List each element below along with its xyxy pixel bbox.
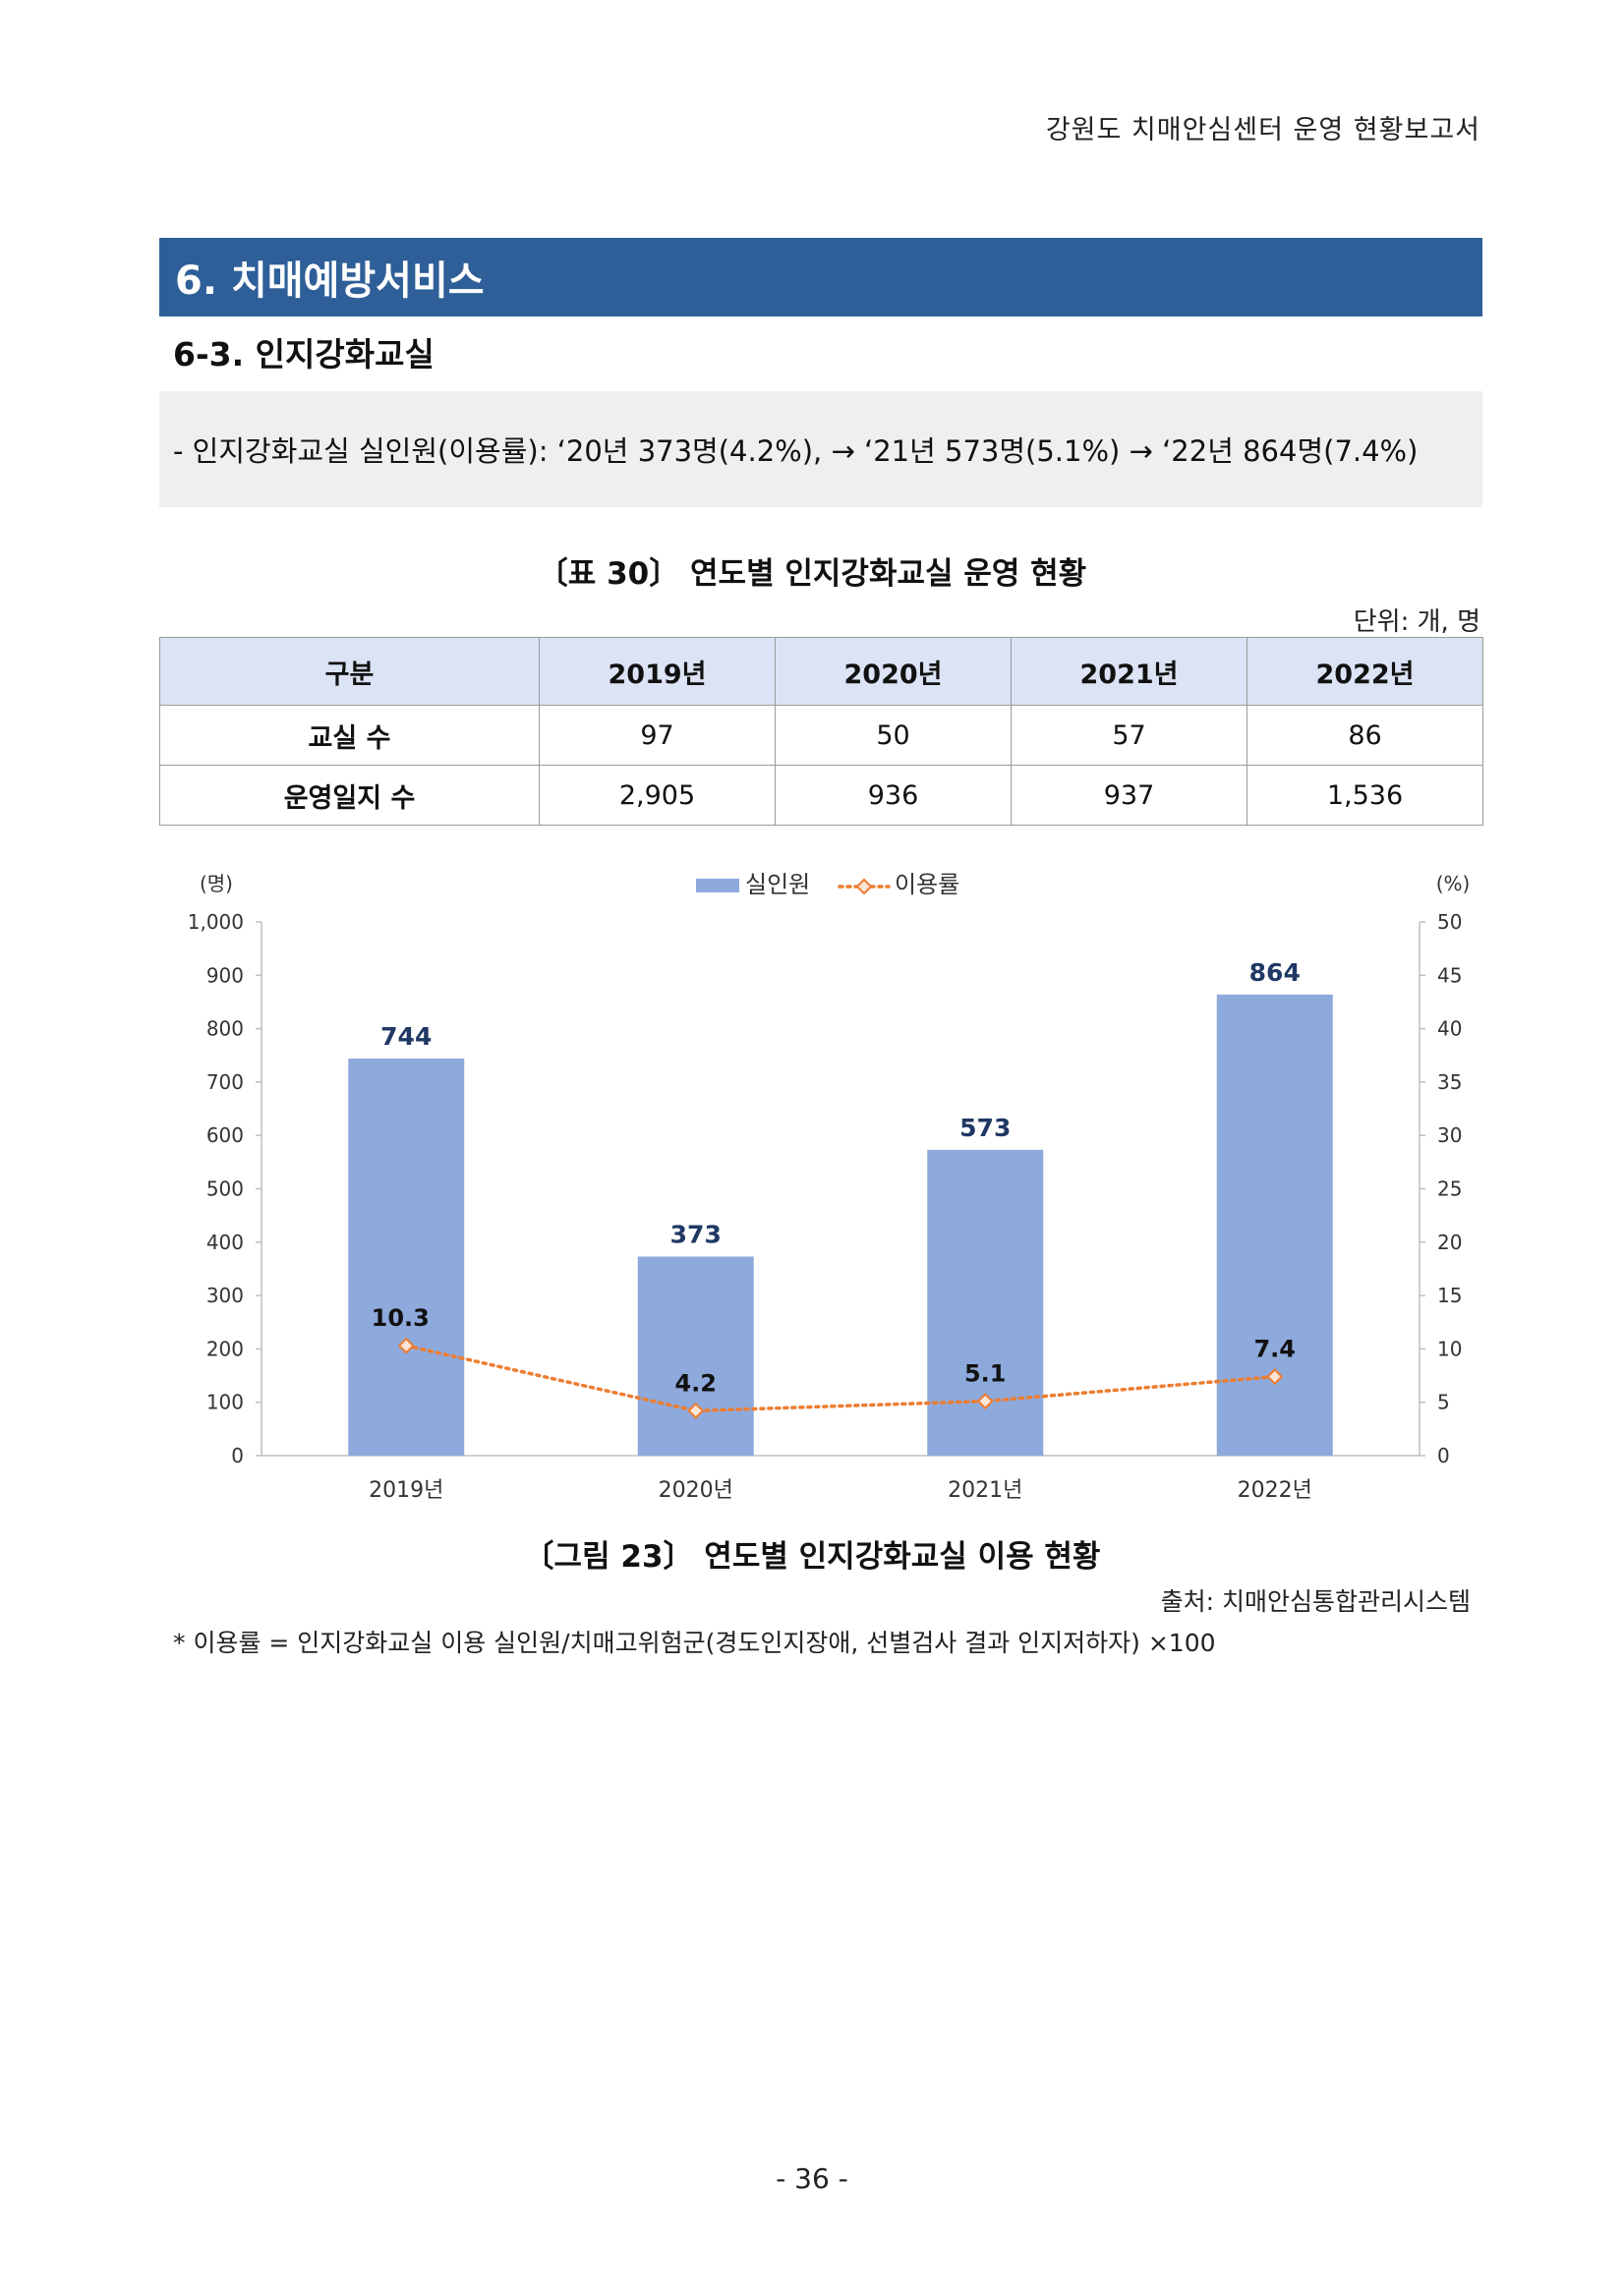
left-tick-label: 1,000 <box>188 910 244 934</box>
bar-value-label: 864 <box>1249 958 1301 987</box>
bar-value-label: 573 <box>959 1114 1011 1142</box>
bar-1 <box>348 1059 465 1456</box>
rate-point <box>397 1337 415 1354</box>
right-axis-unit-label: (%) <box>1436 872 1471 895</box>
rate-value-label: 7.4 <box>1253 1336 1296 1363</box>
right-tick-label: 0 <box>1437 1444 1450 1467</box>
rate-point <box>1266 1368 1284 1386</box>
bar-value-label: 744 <box>380 1022 432 1051</box>
footnote: * 이용률 = 인지강화교실 이용 실인원/치매고위험군(경도인지장애, 선별검… <box>173 1629 1216 1657</box>
rate-line <box>404 1344 1277 1413</box>
right-tick-label: 15 <box>1437 1284 1462 1307</box>
subsection-title: 6-3. 인지강화교실 <box>173 335 435 373</box>
bar-2 <box>637 1256 754 1456</box>
table-header-cell: 2019년 <box>539 637 776 706</box>
table-row: 교실 수 97 50 57 86 <box>159 705 1483 766</box>
left-tick-label: 300 <box>206 1284 244 1307</box>
rate-point <box>976 1393 994 1410</box>
left-tick-label: 400 <box>206 1231 244 1254</box>
table-caption: 〔표 30〕 연도별 인지강화교실 운영 현황 <box>537 556 1087 592</box>
bar-value-label: 373 <box>670 1220 722 1248</box>
bar-4 <box>1216 994 1333 1456</box>
left-tick-label: 800 <box>206 1017 244 1041</box>
table-row-label: 교실 수 <box>159 705 540 766</box>
left-tick-label: 100 <box>206 1391 244 1414</box>
section-title: 6. 치매예방서비스 <box>175 258 485 304</box>
legend-line-label: 이용률 <box>895 871 959 898</box>
bar-3 <box>927 1149 1044 1456</box>
table-header-cell: 2020년 <box>775 637 1012 706</box>
right-tick-label: 45 <box>1437 963 1462 987</box>
table-cell: 1,536 <box>1247 765 1483 826</box>
table-header-cell: 2022년 <box>1247 637 1483 706</box>
table-header-cell: 2021년 <box>1011 637 1247 706</box>
right-tick-label: 20 <box>1437 1231 1462 1254</box>
left-tick-label: 600 <box>206 1123 244 1147</box>
summary-box: - 인지강화교실 실인원(이용률): ‘20년 373명(4.2%), → ‘2… <box>159 391 1482 507</box>
right-tick-label: 40 <box>1437 1017 1462 1041</box>
table-row: 운영일지 수 2,905 936 937 1,536 <box>159 765 1483 826</box>
right-tick-label: 30 <box>1437 1123 1462 1147</box>
rate-point <box>687 1402 705 1419</box>
left-tick-label: 900 <box>206 963 244 987</box>
left-axis-unit-label: (명) <box>200 872 233 895</box>
right-tick-label: 25 <box>1437 1177 1462 1201</box>
right-tick-label: 35 <box>1437 1070 1462 1094</box>
left-tick-label: 700 <box>206 1070 244 1094</box>
section-title-bar: 6. 치매예방서비스 <box>159 238 1482 316</box>
left-tick-label: 500 <box>206 1177 244 1201</box>
table-cell: 936 <box>775 765 1012 826</box>
document-header: 강원도 치매안심센터 운영 현황보고서 <box>1045 115 1480 145</box>
table-row-label: 운영일지 수 <box>159 765 540 826</box>
table-cell: 86 <box>1247 705 1483 766</box>
table-unit: 단위: 개, 명 <box>1353 607 1480 637</box>
table-header-cell: 구분 <box>159 637 540 706</box>
stats-table: 구분 2019년 2020년 2021년 2022년 교실 수 97 50 57… <box>159 637 1483 826</box>
summary-text: - 인지강화교실 실인원(이용률): ‘20년 373명(4.2%), → ‘2… <box>173 434 1419 468</box>
rate-value-label: 10.3 <box>372 1304 430 1332</box>
table-cell: 97 <box>539 705 776 766</box>
legend-line-marker <box>855 878 873 895</box>
right-tick-label: 50 <box>1437 910 1462 934</box>
table-cell: 2,905 <box>539 765 776 826</box>
figure-caption: 〔그림 23〕 연도별 인지강화교실 이용 현황 <box>523 1539 1101 1575</box>
table-header-row: 구분 2019년 2020년 2021년 2022년 <box>159 637 1483 706</box>
legend-bar-swatch <box>696 879 739 892</box>
page-number: - 36 - <box>776 2162 848 2195</box>
enrollment-rate-chart: 0 100 200 300 400 500 600 700 800 900 1,000 0 5 10 15 2… <box>188 871 1471 1503</box>
rate-value-label: 5.1 <box>964 1360 1007 1388</box>
x-tick-label: 2019년 <box>369 1478 443 1503</box>
table-cell: 50 <box>775 705 1012 766</box>
right-tick-label: 10 <box>1437 1337 1462 1360</box>
table-cell: 937 <box>1011 765 1247 826</box>
figure-source: 출처: 치매안심통합관리시스템 <box>1160 1587 1471 1616</box>
x-tick-label: 2022년 <box>1238 1478 1312 1503</box>
left-tick-label: 0 <box>231 1444 244 1467</box>
table-cell: 57 <box>1011 705 1247 766</box>
x-tick-label: 2020년 <box>659 1478 733 1503</box>
rate-value-label: 4.2 <box>674 1369 717 1397</box>
right-tick-label: 5 <box>1437 1391 1450 1414</box>
x-tick-label: 2021년 <box>948 1478 1022 1503</box>
left-tick-label: 200 <box>206 1337 244 1360</box>
legend-bar-label: 실인원 <box>745 871 810 898</box>
